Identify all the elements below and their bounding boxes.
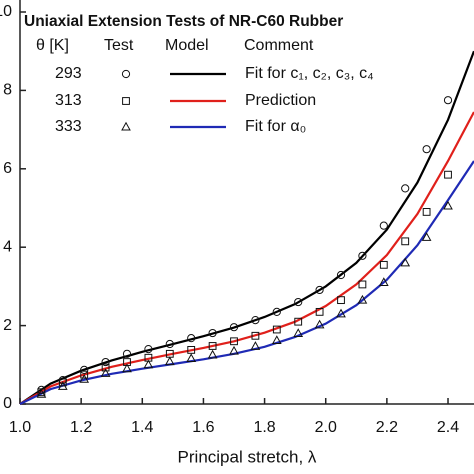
x-tick-label: 1.0	[9, 419, 31, 436]
x-tick-label: 1.8	[253, 419, 275, 436]
y-tick-label: 6	[3, 160, 12, 177]
data-point	[101, 363, 110, 372]
model-line	[19, 50, 474, 405]
y-tick-label: 2	[3, 317, 12, 334]
data-point	[379, 221, 388, 230]
data-point	[186, 353, 197, 363]
x-tick-label: 1.4	[131, 419, 153, 436]
data-point	[443, 96, 453, 105]
model-line	[19, 111, 474, 405]
data-point	[379, 260, 388, 269]
data-point	[79, 374, 90, 383]
data-point	[251, 331, 260, 340]
chart-title: Uniaxial Extension Tests of NR-C60 Rubbe…	[24, 13, 343, 30]
data-point	[165, 339, 174, 349]
legend-comment: Fit for α₀	[245, 118, 306, 135]
legend-comment: Prediction	[245, 92, 316, 109]
legend-comment: Fit for c₁, c₂, c₃, c₄	[245, 65, 374, 82]
data-point	[208, 328, 217, 338]
data-point	[122, 363, 132, 373]
legend-label: 333	[55, 118, 82, 135]
data-point	[336, 308, 346, 318]
data-point	[250, 341, 261, 350]
data-point	[444, 170, 452, 179]
data-point	[144, 345, 153, 354]
y-tick-label: 8	[3, 82, 12, 99]
data-point	[337, 296, 345, 305]
data-point	[358, 251, 367, 260]
data-point	[143, 359, 154, 369]
x-tick-label: 1.6	[192, 419, 214, 436]
legend-label: 313	[55, 92, 82, 109]
legend-marker	[121, 121, 131, 131]
data-point	[314, 319, 325, 329]
data-point	[421, 232, 432, 241]
data-point	[378, 277, 389, 286]
data-point	[80, 365, 89, 374]
data-point	[208, 342, 217, 350]
data-point	[58, 378, 67, 387]
data-point	[294, 297, 303, 307]
data-point	[229, 323, 239, 332]
data-point	[294, 317, 303, 326]
data-point	[229, 345, 239, 355]
data-point	[272, 325, 281, 334]
data-point	[251, 316, 260, 325]
data-point	[422, 145, 431, 154]
y-tick-label: 10	[0, 3, 12, 20]
data-point	[293, 328, 304, 337]
y-tick-label: 0	[3, 395, 12, 412]
data-point	[207, 349, 218, 359]
data-point	[122, 349, 132, 358]
data-point	[443, 200, 453, 210]
data-point	[230, 337, 238, 346]
y-tick-label: 4	[3, 238, 12, 255]
data-point	[187, 334, 196, 343]
data-point	[36, 388, 47, 398]
model-line	[19, 160, 474, 405]
data-point	[100, 368, 111, 377]
x-tick-label: 2.4	[437, 419, 459, 436]
legend-header: θ [K]	[36, 37, 69, 54]
data-point	[422, 208, 431, 216]
data-point	[164, 356, 175, 366]
legend-marker	[122, 97, 130, 105]
legend-header: Comment	[244, 37, 314, 54]
data-point	[101, 357, 110, 367]
legend-header: Test	[104, 37, 134, 54]
data-point	[401, 184, 410, 193]
x-axis-label: Principal stretch, λ	[178, 447, 317, 466]
data-point	[401, 237, 410, 246]
data-point	[37, 388, 46, 397]
data-point	[271, 335, 282, 344]
data-point	[80, 370, 89, 379]
data-point	[336, 270, 346, 280]
data-point	[315, 307, 324, 316]
data-point	[358, 280, 367, 289]
legend-label: 293	[55, 65, 82, 82]
data-point	[357, 294, 368, 304]
data-point	[272, 307, 281, 316]
data-point	[57, 381, 68, 390]
x-tick-label: 2.2	[376, 419, 398, 436]
x-tick-label: 2.0	[315, 419, 337, 436]
legend-marker	[121, 69, 131, 79]
legend-header: Model	[165, 37, 209, 54]
data-point	[400, 257, 411, 267]
data-point	[315, 285, 324, 295]
x-tick-label: 1.2	[70, 419, 92, 436]
